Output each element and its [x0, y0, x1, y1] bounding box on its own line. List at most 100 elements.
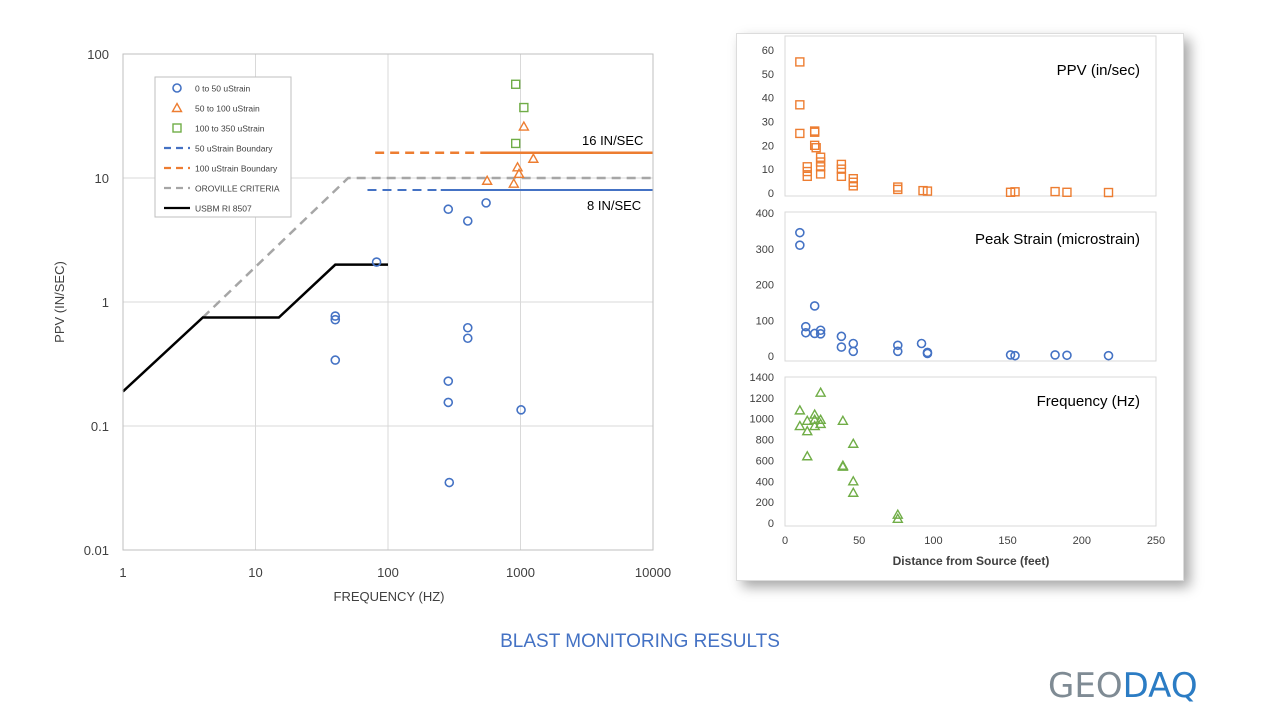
x-axis-title: FREQUENCY (HZ): [334, 589, 445, 604]
y-tick-label: 10: [762, 164, 774, 176]
y-tick-label: 20: [762, 140, 774, 152]
data-point: [794, 404, 806, 415]
x-axis-title-distance: Distance from Source (feet): [893, 554, 1050, 568]
data-point: [462, 322, 473, 333]
data-point: [802, 166, 812, 177]
usbm-ri-8507-line: [122, 263, 388, 393]
data-point: [815, 325, 826, 336]
data-point: [795, 128, 805, 139]
y-tick-label: 0: [768, 351, 774, 363]
data-point: [836, 342, 847, 352]
legend-marker: [172, 123, 182, 133]
data-point: [809, 301, 820, 311]
data-point: [814, 413, 827, 424]
data-point: [848, 338, 859, 349]
data-point: [847, 486, 859, 497]
logo-part-daq: DAQ: [1122, 666, 1198, 706]
data-point: [481, 174, 493, 185]
data-point: [443, 204, 454, 215]
annotation-8-in-sec: 8 IN/SEC: [587, 198, 641, 213]
data-point: [808, 413, 821, 424]
x-tick-label: 0: [782, 535, 788, 547]
panel-frame: [784, 376, 1157, 527]
y-tick-label: 1: [102, 295, 109, 310]
x-tick-label: 50: [853, 535, 865, 547]
x-tick-label: 10: [248, 565, 262, 580]
oroville-criteria-line: [201, 176, 653, 319]
data-point: [800, 321, 811, 332]
data-point: [1005, 350, 1016, 360]
plot-border: [122, 53, 654, 551]
data-point: [893, 182, 903, 192]
data-point: [892, 346, 903, 357]
data-point: [848, 181, 858, 191]
geodaq-logo: GEODAQ: [1048, 666, 1198, 706]
y-tick-label: 40: [762, 93, 774, 105]
data-point: [801, 450, 813, 461]
x-tick-label: 10000: [635, 565, 671, 580]
data-point: [814, 386, 827, 397]
data-point: [815, 152, 826, 162]
data-point: [443, 376, 454, 386]
x-tick-label: 100: [377, 565, 399, 580]
data-point: [802, 162, 812, 172]
data-point: [330, 355, 341, 365]
data-point: [836, 171, 847, 182]
data-point: [922, 186, 933, 196]
y-tick-label: 600: [756, 455, 774, 467]
data-point: [847, 475, 859, 486]
legend-label: OROVILLE CRITERIA: [195, 184, 280, 194]
data-point: [481, 198, 491, 208]
x-tick-label: 1000: [506, 565, 535, 580]
logo-part-geo: GEO: [1048, 666, 1123, 706]
legend-marker: [171, 102, 183, 113]
distance-panel: 0 10 20 30 40 50 60 0 100 200 300 400 0 200 400 600 800 1…: [736, 33, 1184, 581]
y-tick-label: 1000: [750, 414, 774, 426]
y-tick-label: 0.1: [91, 419, 109, 434]
data-point: [811, 143, 821, 153]
legend-marker: [172, 83, 182, 93]
data-point: [808, 408, 821, 419]
data-point: [527, 152, 540, 163]
legend-label: 50 to 100 uStrain: [195, 104, 260, 114]
data-point: [795, 100, 805, 110]
y-tick-label: 300: [756, 244, 774, 256]
data-point: [1050, 350, 1060, 360]
panel-title-strain: Peak Strain (microstrain): [975, 231, 1140, 248]
y-tick-label: 100: [87, 47, 109, 62]
chart-legend: 0 to 50 uStrain 50 to 100 uStrain 100 to 3…: [154, 76, 292, 218]
data-point: [444, 477, 455, 488]
data-point: [892, 508, 904, 519]
y-tick-label: 60: [762, 45, 774, 57]
data-point: [1010, 187, 1020, 197]
y-tick-label: 400: [756, 208, 774, 220]
data-point: [815, 329, 826, 339]
ppv-frequency-chart: 1 10 100 1000 10000 0.01 0.1 1 10 100 16 IN/SEC 8…: [52, 47, 671, 604]
data-point: [513, 167, 525, 179]
data-point: [837, 414, 849, 425]
data-point: [1103, 350, 1114, 361]
panel-frame: [784, 211, 1157, 362]
y-tick-label: 200: [756, 280, 774, 292]
panel-title-frequency: Frequency (Hz): [1037, 393, 1140, 410]
y-tick-label: 1200: [750, 393, 774, 405]
data-points: [330, 79, 540, 488]
y-axis-title: PPV (IN/SEC): [52, 261, 67, 343]
data-point: [847, 437, 859, 448]
data-point: [801, 414, 813, 425]
data-point: [815, 169, 826, 179]
data-point: [1010, 350, 1020, 361]
data-point: [508, 177, 520, 188]
data-point: [462, 333, 473, 344]
data-point: [815, 162, 826, 172]
y-tick-label: 0: [768, 188, 774, 200]
y-tick-label: 50: [762, 69, 774, 81]
legend-label: 0 to 50 uStrain: [195, 84, 251, 94]
data-point: [836, 159, 847, 170]
data-point: [795, 227, 805, 238]
data-point: [371, 257, 382, 267]
data-point: [836, 164, 847, 174]
data-point: [1062, 350, 1072, 361]
data-point: [892, 512, 904, 524]
y-tick-label: 800: [756, 435, 774, 447]
